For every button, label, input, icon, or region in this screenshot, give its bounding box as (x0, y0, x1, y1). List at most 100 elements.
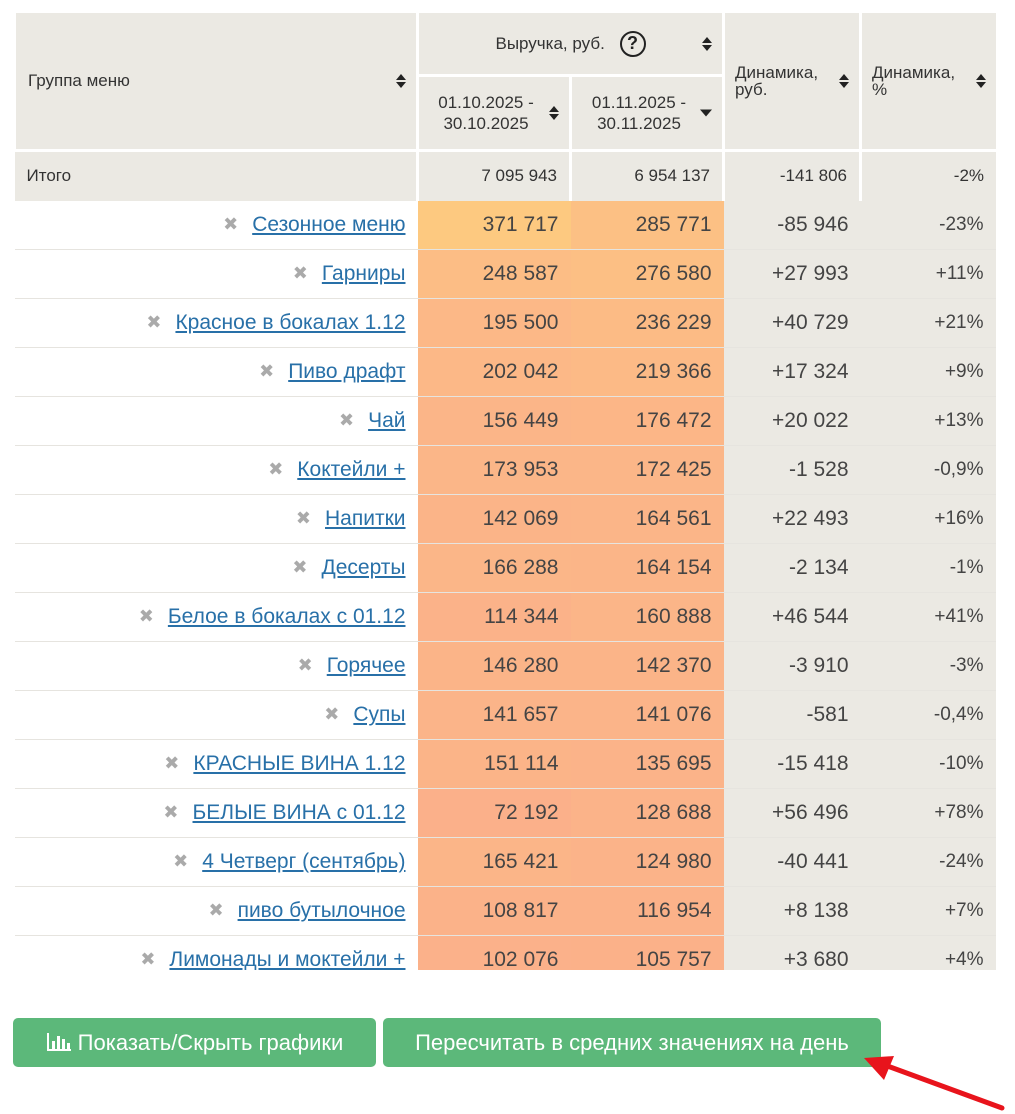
group-link[interactable]: Десерты (321, 556, 406, 579)
revenue-period2-cell: 160 888 (570, 592, 724, 642)
dynamics-rub-cell: +27 993 (723, 249, 861, 299)
col-header-group[interactable]: Группа меню (13, 10, 419, 152)
group-name-cell: ✖ Чай (14, 396, 418, 446)
remove-icon[interactable]: ✖ (173, 851, 189, 871)
col-header-dynamics-pct-line1: Динамика, (872, 63, 956, 82)
revenue-period2-cell: 164 154 (570, 543, 724, 593)
remove-icon[interactable]: ✖ (339, 410, 355, 430)
dynamics-rub-cell: -40 441 (723, 837, 861, 887)
sort-icon[interactable] (549, 106, 559, 120)
table-row: ✖ Супы 141 657 141 076 -581 -0,4% (14, 690, 996, 740)
table-row: ✖ Пиво драфт 202 042 219 366 +17 324 +9% (14, 347, 996, 397)
table-row: ✖ Белое в бокалах с 01.12 114 344 160 888 +4… (14, 592, 996, 642)
dynamics-pct-cell: +7% (860, 886, 996, 936)
remove-icon[interactable]: ✖ (292, 557, 308, 577)
remove-icon[interactable]: ✖ (292, 263, 308, 283)
remove-icon[interactable]: ✖ (164, 753, 180, 773)
recalculate-daily-average-button[interactable]: Пересчитать в средних значениях на день (383, 1018, 881, 1067)
dynamics-rub-cell: +22 493 (723, 494, 861, 544)
remove-icon[interactable]: ✖ (163, 802, 179, 822)
col-header-dynamics-pct-line2: % (872, 80, 888, 99)
revenue-period1-cell: 142 069 (417, 494, 571, 544)
col-header-revenue-label: Выручка, руб. (495, 33, 605, 53)
revenue-period1-cell: 141 657 (417, 690, 571, 740)
total-label: Итого (14, 150, 419, 201)
dynamics-rub-cell: +40 729 (723, 298, 861, 348)
revenue-period2-cell: 236 229 (570, 298, 724, 348)
remove-icon[interactable]: ✖ (140, 949, 156, 969)
table-row: ✖ Лимонады и моктейли + 102 076 105 757 +3 6… (14, 935, 996, 970)
remove-icon[interactable]: ✖ (297, 655, 313, 675)
sort-icon[interactable] (976, 74, 987, 88)
remove-icon[interactable]: ✖ (268, 459, 284, 479)
group-link[interactable]: Чай (368, 409, 406, 432)
revenue-period1-cell: 156 449 (417, 396, 571, 446)
group-link[interactable]: Лимонады и моктейли + (169, 948, 406, 970)
total-period1: 7 095 943 (417, 150, 572, 201)
total-dynamics-rub: -141 806 (723, 150, 863, 201)
col-header-revenue[interactable]: Выручка, руб. ? (415, 10, 726, 77)
col-header-dynamics-rub[interactable]: Динамика, руб. (722, 10, 863, 152)
col-header-dynamics-rub-line2: руб. (735, 80, 768, 99)
table-row: ✖ Гарниры 248 587 276 580 +27 993 +11% (14, 249, 996, 299)
table-row: ✖ БЕЛЫЕ ВИНА с 01.12 72 192 128 688 +56 496 +… (14, 788, 996, 838)
group-name-cell: ✖ Пиво драфт (14, 347, 418, 397)
remove-icon[interactable]: ✖ (223, 213, 239, 234)
dynamics-pct-cell: +41% (860, 592, 996, 642)
remove-icon[interactable]: ✖ (208, 900, 224, 920)
dynamics-rub-cell: +3 680 (723, 935, 861, 970)
remove-icon[interactable]: ✖ (324, 704, 340, 724)
total-dynamics-pct: -2% (860, 150, 996, 201)
group-link[interactable]: пиво бутылочное (237, 899, 406, 922)
dynamics-rub-cell: -2 134 (723, 543, 861, 593)
dynamics-pct-cell: -1% (860, 543, 996, 593)
remove-icon[interactable]: ✖ (295, 508, 312, 528)
sort-icon[interactable] (839, 74, 850, 88)
group-name-cell: ✖ Напитки (14, 494, 418, 544)
group-link[interactable]: Красное в бокалах 1.12 (175, 311, 406, 334)
group-name-cell: ✖ Лимонады и моктейли + (14, 935, 418, 970)
group-name-cell: ✖ Гарниры (14, 249, 418, 299)
remove-icon[interactable]: ✖ (138, 606, 154, 626)
remove-icon[interactable]: ✖ (259, 361, 275, 381)
sort-icon[interactable] (396, 74, 406, 88)
sort-desc-icon[interactable] (700, 109, 713, 117)
group-name-cell: ✖ БЕЛЫЕ ВИНА с 01.12 (14, 788, 418, 838)
dynamics-pct-cell: +9% (860, 347, 996, 397)
dynamics-pct-cell: -0,4% (860, 690, 996, 740)
revenue-period2-cell: 172 425 (570, 445, 724, 495)
group-link[interactable]: 4 Четверг (сентябрь) (202, 850, 406, 873)
group-link[interactable]: Сезонное меню (252, 212, 406, 236)
revenue-period1-cell: 371 717 (417, 200, 571, 250)
dynamics-pct-cell: -10% (860, 739, 996, 789)
help-icon[interactable]: ? (619, 30, 646, 57)
group-link[interactable]: Горячее (326, 654, 406, 677)
col-header-period1[interactable]: 01.10.2025 - 30.10.2025 (416, 74, 572, 152)
table-row: ✖ Горячее 146 280 142 370 -3 910 -3% (14, 641, 996, 691)
dynamics-pct-cell: -24% (860, 837, 996, 887)
group-link[interactable]: БЕЛЫЕ ВИНА с 01.12 (192, 801, 406, 824)
group-link[interactable]: Гарниры (321, 262, 406, 285)
red-arrow-annotation (864, 1056, 1005, 1111)
sort-icon[interactable] (702, 36, 713, 51)
col-header-dynamics-pct[interactable]: Динамика, % (859, 10, 996, 152)
group-link[interactable]: Супы (353, 703, 406, 726)
dynamics-pct-cell: -0,9% (860, 445, 996, 495)
group-link[interactable]: Белое в бокалах с 01.12 (167, 605, 406, 628)
bar-chart-icon (46, 1033, 71, 1051)
col-header-period2[interactable]: 01.11.2025 - 30.11.2025 (568, 74, 726, 152)
group-link[interactable]: КРАСНЫЕ ВИНА 1.12 (193, 752, 406, 775)
col-header-group-label: Группа меню (28, 71, 130, 90)
report-table: Группа меню Выручка, руб. ? Динамика, ру… (13, 10, 996, 970)
dynamics-rub-cell: +8 138 (723, 886, 861, 936)
group-link[interactable]: Пиво драфт (288, 360, 406, 383)
group-link[interactable]: Коктейли + (297, 458, 406, 481)
toggle-charts-button[interactable]: Показать/Скрыть графики (13, 1018, 376, 1067)
dynamics-rub-cell: -15 418 (723, 739, 861, 789)
remove-icon[interactable]: ✖ (146, 312, 162, 332)
group-link[interactable]: Напитки (325, 507, 406, 530)
revenue-period1-cell: 166 288 (417, 543, 571, 593)
group-name-cell: ✖ 4 Четверг (сентябрь) (14, 837, 418, 887)
table-row: ✖ Десерты 166 288 164 154 -2 134 -1% (14, 543, 996, 593)
group-name-cell: ✖ Белое в бокалах с 01.12 (14, 592, 418, 642)
